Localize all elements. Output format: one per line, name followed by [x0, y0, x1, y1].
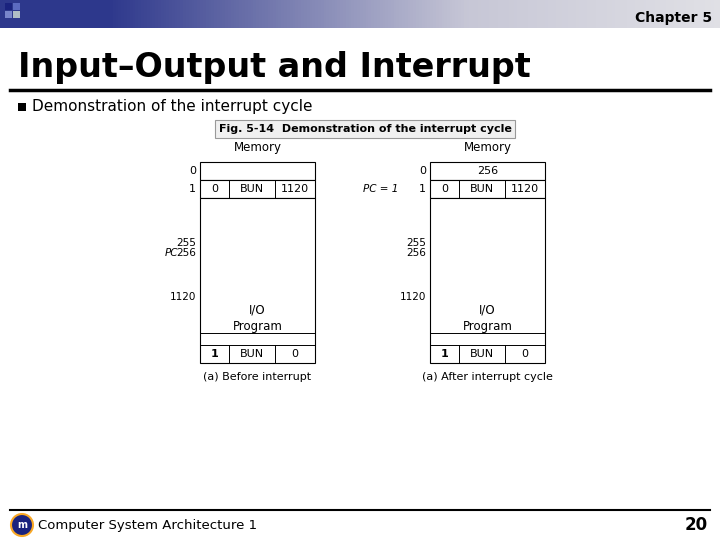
Text: 0: 0: [189, 166, 196, 176]
Circle shape: [11, 514, 33, 536]
Bar: [200, 162, 315, 180]
Text: Input–Output and Interrupt: Input–Output and Interrupt: [18, 51, 531, 84]
Bar: [215, 120, 515, 138]
Text: 20: 20: [685, 516, 708, 534]
Text: PC = 1: PC = 1: [363, 184, 398, 194]
Bar: [430, 162, 545, 180]
Text: I/O
Program: I/O Program: [462, 303, 513, 333]
Bar: [5, 3, 12, 10]
Text: BUN: BUN: [469, 349, 494, 359]
Text: 1: 1: [189, 184, 196, 194]
Text: m: m: [17, 520, 27, 530]
Text: 1: 1: [441, 349, 449, 359]
Text: 1120: 1120: [281, 184, 309, 194]
Text: 0: 0: [521, 349, 528, 359]
Text: 256: 256: [477, 166, 498, 176]
Text: 256: 256: [176, 247, 196, 258]
Text: 0: 0: [419, 166, 426, 176]
Bar: [5, 11, 12, 18]
Bar: [13, 11, 20, 18]
Text: 1120: 1120: [510, 184, 539, 194]
Text: 1: 1: [419, 184, 426, 194]
Text: Fig. 5-14  Demonstration of the interrupt cycle: Fig. 5-14 Demonstration of the interrupt…: [219, 124, 511, 134]
Text: Memory: Memory: [233, 141, 282, 154]
Text: PC: PC: [164, 247, 178, 258]
Text: 0: 0: [211, 184, 218, 194]
Text: BUN: BUN: [469, 184, 494, 194]
Text: Memory: Memory: [464, 141, 511, 154]
Text: 1120: 1120: [400, 292, 426, 302]
Text: Computer System Architecture 1: Computer System Architecture 1: [38, 518, 257, 531]
Bar: [430, 180, 545, 198]
Bar: [13, 3, 20, 10]
Text: 255: 255: [406, 238, 426, 247]
Text: 1: 1: [210, 349, 218, 359]
Text: 256: 256: [406, 247, 426, 258]
Text: Chapter 5: Chapter 5: [635, 11, 712, 25]
Bar: [430, 198, 545, 363]
Bar: [200, 180, 315, 198]
Text: I/O
Program: I/O Program: [233, 303, 282, 333]
Text: BUN: BUN: [240, 184, 264, 194]
Text: 0: 0: [441, 184, 448, 194]
Bar: [200, 198, 315, 363]
Text: 1120: 1120: [170, 292, 196, 302]
Bar: [18, 103, 26, 111]
Text: (a) After interrupt cycle: (a) After interrupt cycle: [422, 372, 553, 382]
Text: (a) Before interrupt: (a) Before interrupt: [204, 372, 312, 382]
Text: Demonstration of the interrupt cycle: Demonstration of the interrupt cycle: [32, 99, 312, 114]
Text: BUN: BUN: [240, 349, 264, 359]
Text: 0: 0: [292, 349, 298, 359]
Text: 255: 255: [176, 238, 196, 247]
